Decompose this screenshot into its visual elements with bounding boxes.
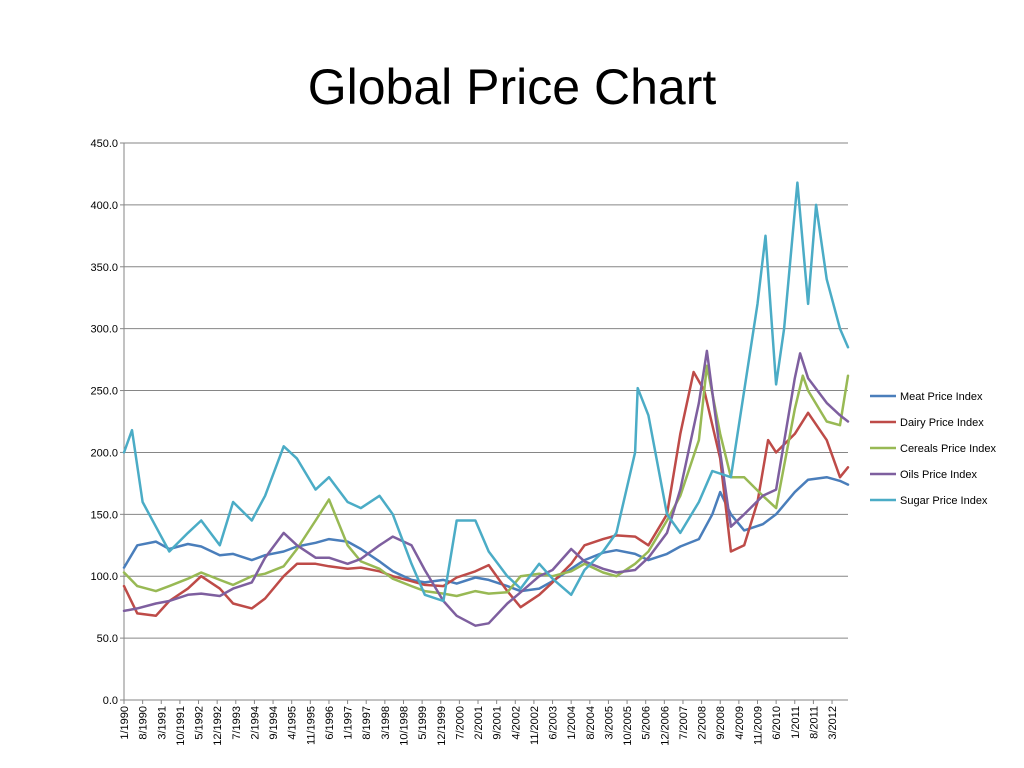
y-axis-ticks: 0.0 50.0 100.0 150.0 200.0 250.0 300.0 350.0 400… (90, 138, 118, 707)
series-line-meat-price-index (122, 475, 850, 593)
x-tick-label: 10/2005 (622, 706, 634, 746)
x-tick-label: 4/2009 (734, 706, 746, 740)
x-tick-label: 7/2007 (678, 706, 690, 740)
x-tick-label: 3/1998 (380, 706, 392, 740)
x-tick-label: 5/2006 (641, 706, 653, 740)
x-tick-label: 7/2000 (454, 706, 466, 740)
y-tick-label: 0.0 (103, 695, 118, 707)
x-tick-label: 8/2004 (585, 706, 597, 740)
x-tick-label: 9/2008 (715, 706, 727, 740)
series-line-oils-price-index (122, 349, 850, 627)
x-axis-ticks: 1/1990 8/1990 3/1991 10/1991 5/1992 12/1992 7/… (119, 706, 839, 746)
x-tick-label: 8/2011 (808, 706, 820, 739)
x-tick-label: 1/1997 (343, 706, 355, 740)
x-tick-label: 11/2009 (753, 706, 765, 745)
x-tick-label: 12/2006 (659, 706, 671, 746)
x-tick-label: 11/1995 (305, 706, 317, 745)
x-tick-label: 3/1991 (156, 706, 168, 740)
x-tick-label: 2/1994 (249, 706, 261, 740)
x-tick-label: 2/2008 (697, 706, 709, 740)
y-tick-label: 300.0 (90, 324, 118, 336)
x-tick-label: 6/2010 (771, 706, 783, 740)
x-tick-label: 8/1990 (138, 706, 150, 740)
x-tick-label: 1/2011 (790, 706, 802, 739)
x-tick-label: 5/1992 (194, 706, 206, 740)
x-tick-label: 6/2003 (548, 706, 560, 740)
x-tick-label: 10/1998 (398, 706, 410, 746)
legend: Meat Price Index Dairy Price Index Cereals… (870, 391, 996, 507)
series-line-sugar-price-index (122, 181, 850, 603)
x-tick-label: 10/1991 (175, 706, 187, 746)
legend-label: Sugar Price Index (900, 495, 988, 507)
series-line-cereals-price-index (122, 364, 850, 598)
x-tick-label: 1/2004 (566, 706, 578, 740)
legend-label: Meat Price Index (900, 391, 983, 403)
x-tick-label: 11/2002 (529, 706, 541, 745)
x-tick-label: 7/1993 (231, 706, 243, 740)
x-tick-label: 6/1996 (324, 706, 336, 740)
y-tick-label: 200.0 (90, 447, 118, 459)
legend-label: Dairy Price Index (900, 417, 984, 429)
x-tick-label: 9/1994 (268, 706, 280, 740)
x-tick-label: 4/1995 (287, 706, 299, 740)
y-tick-label: 100.0 (90, 571, 118, 583)
y-tick-label: 350.0 (90, 262, 118, 274)
x-tick-label: 4/2002 (510, 706, 522, 740)
series-lines (122, 181, 850, 627)
legend-label: Oils Price Index (900, 469, 978, 481)
axes (120, 142, 848, 704)
y-tick-label: 450.0 (90, 138, 118, 150)
x-tick-label: 2/2001 (473, 706, 485, 740)
x-tick-label: 9/2001 (492, 706, 504, 740)
y-tick-label: 400.0 (90, 200, 118, 212)
slide-title: Global Price Chart (307, 59, 717, 115)
y-tick-label: 250.0 (90, 386, 118, 398)
x-tick-label: 3/2012 (827, 706, 839, 740)
y-tick-label: 50.0 (97, 633, 118, 645)
x-tick-label: 1/1990 (119, 706, 131, 740)
y-tick-label: 150.0 (90, 509, 118, 521)
x-tick-label: 5/1999 (417, 706, 429, 740)
x-tick-label: 3/2005 (603, 706, 615, 740)
x-tick-label: 8/1997 (361, 706, 373, 740)
legend-label: Cereals Price Index (900, 443, 996, 455)
x-tick-label: 12/1999 (436, 706, 448, 746)
grid-lines (124, 142, 848, 639)
x-tick-label: 12/1992 (212, 706, 224, 746)
